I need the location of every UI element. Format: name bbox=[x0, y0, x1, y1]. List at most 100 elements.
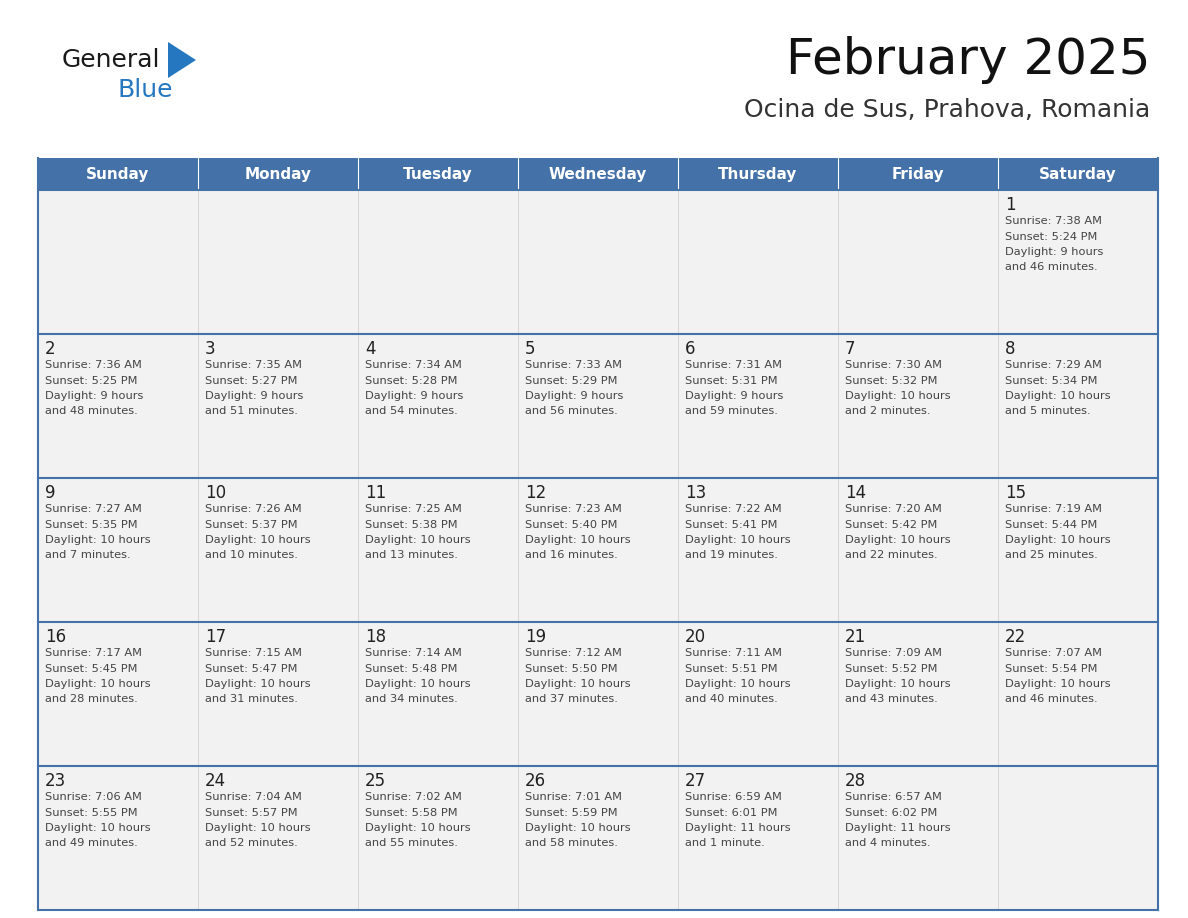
Text: Daylight: 10 hours: Daylight: 10 hours bbox=[206, 823, 310, 833]
Text: and 48 minutes.: and 48 minutes. bbox=[45, 407, 138, 417]
Text: Sunset: 5:41 PM: Sunset: 5:41 PM bbox=[685, 520, 777, 530]
Text: and 55 minutes.: and 55 minutes. bbox=[365, 838, 457, 848]
Text: 12: 12 bbox=[525, 484, 546, 502]
Text: 10: 10 bbox=[206, 484, 226, 502]
Text: Sunset: 5:50 PM: Sunset: 5:50 PM bbox=[525, 664, 618, 674]
Text: Daylight: 10 hours: Daylight: 10 hours bbox=[45, 823, 151, 833]
Text: 21: 21 bbox=[845, 628, 866, 646]
Text: Daylight: 10 hours: Daylight: 10 hours bbox=[685, 679, 791, 689]
Text: Sunrise: 7:02 AM: Sunrise: 7:02 AM bbox=[365, 792, 462, 802]
Bar bbox=[358, 622, 518, 766]
Bar bbox=[678, 766, 838, 910]
Bar bbox=[678, 478, 838, 622]
Bar bbox=[998, 190, 1158, 334]
Text: Sunset: 5:47 PM: Sunset: 5:47 PM bbox=[206, 664, 297, 674]
Text: Sunrise: 7:30 AM: Sunrise: 7:30 AM bbox=[845, 360, 942, 370]
Text: Daylight: 10 hours: Daylight: 10 hours bbox=[365, 679, 470, 689]
Bar bbox=[198, 334, 358, 478]
Bar bbox=[518, 190, 678, 334]
Text: and 37 minutes.: and 37 minutes. bbox=[525, 695, 618, 704]
Text: 26: 26 bbox=[525, 772, 546, 790]
Text: Daylight: 10 hours: Daylight: 10 hours bbox=[365, 823, 470, 833]
Text: and 56 minutes.: and 56 minutes. bbox=[525, 407, 618, 417]
Text: Sunset: 5:27 PM: Sunset: 5:27 PM bbox=[206, 375, 297, 386]
Bar bbox=[358, 334, 518, 478]
Text: Sunday: Sunday bbox=[87, 166, 150, 182]
Text: and 51 minutes.: and 51 minutes. bbox=[206, 407, 298, 417]
Text: Sunset: 5:44 PM: Sunset: 5:44 PM bbox=[1005, 520, 1098, 530]
Bar bbox=[38, 190, 198, 334]
Text: Sunrise: 6:57 AM: Sunrise: 6:57 AM bbox=[845, 792, 942, 802]
Text: Sunset: 5:28 PM: Sunset: 5:28 PM bbox=[365, 375, 457, 386]
Text: 16: 16 bbox=[45, 628, 67, 646]
Text: Tuesday: Tuesday bbox=[403, 166, 473, 182]
Text: Sunset: 5:51 PM: Sunset: 5:51 PM bbox=[685, 664, 778, 674]
Text: Saturday: Saturday bbox=[1040, 166, 1117, 182]
Text: Sunset: 5:52 PM: Sunset: 5:52 PM bbox=[845, 664, 937, 674]
Text: Blue: Blue bbox=[116, 78, 172, 102]
Text: Sunset: 5:48 PM: Sunset: 5:48 PM bbox=[365, 664, 457, 674]
Text: Sunrise: 7:14 AM: Sunrise: 7:14 AM bbox=[365, 648, 462, 658]
Text: Sunrise: 7:17 AM: Sunrise: 7:17 AM bbox=[45, 648, 143, 658]
Bar bbox=[838, 478, 998, 622]
Bar bbox=[998, 766, 1158, 910]
Text: and 25 minutes.: and 25 minutes. bbox=[1005, 551, 1098, 561]
Text: Sunrise: 6:59 AM: Sunrise: 6:59 AM bbox=[685, 792, 782, 802]
Text: Sunrise: 7:15 AM: Sunrise: 7:15 AM bbox=[206, 648, 302, 658]
Text: 22: 22 bbox=[1005, 628, 1026, 646]
Bar bbox=[518, 158, 678, 190]
Text: Sunrise: 7:36 AM: Sunrise: 7:36 AM bbox=[45, 360, 141, 370]
Text: and 5 minutes.: and 5 minutes. bbox=[1005, 407, 1091, 417]
Text: 18: 18 bbox=[365, 628, 386, 646]
Text: 7: 7 bbox=[845, 340, 855, 358]
Text: Daylight: 9 hours: Daylight: 9 hours bbox=[365, 391, 463, 401]
Text: Sunrise: 7:12 AM: Sunrise: 7:12 AM bbox=[525, 648, 621, 658]
Text: Sunset: 5:58 PM: Sunset: 5:58 PM bbox=[365, 808, 457, 818]
Text: and 1 minute.: and 1 minute. bbox=[685, 838, 765, 848]
Text: and 46 minutes.: and 46 minutes. bbox=[1005, 695, 1098, 704]
Text: Sunset: 6:01 PM: Sunset: 6:01 PM bbox=[685, 808, 777, 818]
Text: Sunrise: 7:22 AM: Sunrise: 7:22 AM bbox=[685, 504, 782, 514]
Text: and 22 minutes.: and 22 minutes. bbox=[845, 551, 937, 561]
Text: and 58 minutes.: and 58 minutes. bbox=[525, 838, 618, 848]
Bar bbox=[838, 334, 998, 478]
Text: and 40 minutes.: and 40 minutes. bbox=[685, 695, 778, 704]
Text: Friday: Friday bbox=[892, 166, 944, 182]
Text: February 2025: February 2025 bbox=[785, 36, 1150, 84]
Text: 17: 17 bbox=[206, 628, 226, 646]
Text: Daylight: 11 hours: Daylight: 11 hours bbox=[845, 823, 950, 833]
Text: 20: 20 bbox=[685, 628, 706, 646]
Bar bbox=[198, 622, 358, 766]
Text: and 34 minutes.: and 34 minutes. bbox=[365, 695, 457, 704]
Text: and 43 minutes.: and 43 minutes. bbox=[845, 695, 937, 704]
Text: 13: 13 bbox=[685, 484, 706, 502]
Text: 14: 14 bbox=[845, 484, 866, 502]
Text: Daylight: 10 hours: Daylight: 10 hours bbox=[685, 535, 791, 545]
Text: Sunrise: 7:23 AM: Sunrise: 7:23 AM bbox=[525, 504, 621, 514]
Text: 11: 11 bbox=[365, 484, 386, 502]
Bar bbox=[998, 334, 1158, 478]
Text: Sunrise: 7:11 AM: Sunrise: 7:11 AM bbox=[685, 648, 782, 658]
Text: Sunrise: 7:38 AM: Sunrise: 7:38 AM bbox=[1005, 216, 1102, 226]
Bar bbox=[198, 190, 358, 334]
Text: 25: 25 bbox=[365, 772, 386, 790]
Bar bbox=[678, 158, 838, 190]
Text: Monday: Monday bbox=[245, 166, 311, 182]
Text: Sunrise: 7:07 AM: Sunrise: 7:07 AM bbox=[1005, 648, 1102, 658]
Text: Sunset: 5:57 PM: Sunset: 5:57 PM bbox=[206, 808, 298, 818]
Bar bbox=[358, 158, 518, 190]
Text: Sunrise: 7:29 AM: Sunrise: 7:29 AM bbox=[1005, 360, 1102, 370]
Text: 23: 23 bbox=[45, 772, 67, 790]
Text: Daylight: 11 hours: Daylight: 11 hours bbox=[685, 823, 791, 833]
Text: Sunrise: 7:35 AM: Sunrise: 7:35 AM bbox=[206, 360, 302, 370]
Text: Daylight: 10 hours: Daylight: 10 hours bbox=[1005, 391, 1111, 401]
Text: Daylight: 10 hours: Daylight: 10 hours bbox=[845, 535, 950, 545]
Bar bbox=[198, 766, 358, 910]
Text: Sunset: 5:54 PM: Sunset: 5:54 PM bbox=[1005, 664, 1098, 674]
Text: 24: 24 bbox=[206, 772, 226, 790]
Bar bbox=[358, 190, 518, 334]
Text: Sunrise: 7:31 AM: Sunrise: 7:31 AM bbox=[685, 360, 782, 370]
Text: Daylight: 10 hours: Daylight: 10 hours bbox=[1005, 535, 1111, 545]
Text: Daylight: 9 hours: Daylight: 9 hours bbox=[525, 391, 624, 401]
Text: and 13 minutes.: and 13 minutes. bbox=[365, 551, 457, 561]
